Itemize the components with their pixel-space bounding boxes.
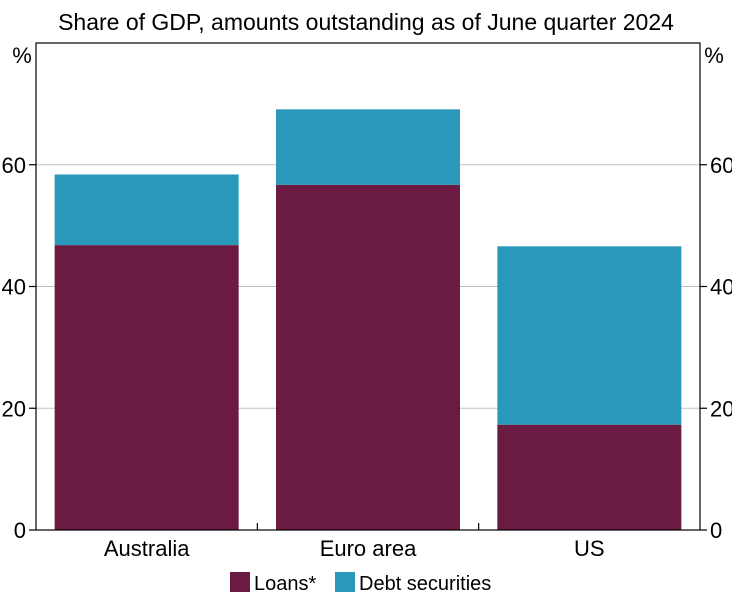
bar-loans [276, 184, 460, 530]
legend-swatch [230, 572, 250, 592]
y-tick-label-left: 40 [2, 275, 26, 300]
bar-loans [54, 245, 239, 531]
y-tick-label-left: 60 [2, 153, 26, 178]
y-tick-label-left: 0 [14, 518, 26, 543]
y-axis-unit-left: % [12, 43, 32, 68]
bar-loans [497, 424, 682, 530]
bar-debt-securities [54, 174, 239, 246]
legend-swatch [335, 572, 355, 592]
legend-label: Debt securities [359, 573, 491, 595]
category-label: Australia [104, 536, 190, 561]
y-tick-label-right: 0 [710, 518, 722, 543]
y-tick-label-left: 20 [2, 396, 26, 421]
category-labels: Australia Euro area US [104, 536, 605, 561]
legend-label: Loans* [254, 573, 316, 595]
y-tick-label-right: 20 [710, 396, 732, 421]
bars [54, 109, 682, 531]
y-axis-unit-right: % [704, 43, 724, 68]
axis-ticks: 0 0 20 20 40 40 60 60 [2, 153, 732, 543]
bar-debt-securities [276, 109, 460, 185]
y-tick-label-right: 60 [710, 153, 732, 178]
y-tick-label-right: 40 [710, 275, 732, 300]
category-label: Euro area [320, 536, 417, 561]
category-label: US [574, 536, 605, 561]
bar-debt-securities [497, 246, 682, 425]
chart-subtitle: Share of GDP, amounts outstanding as of … [58, 9, 674, 35]
legend: Loans* Debt securities [230, 572, 491, 595]
